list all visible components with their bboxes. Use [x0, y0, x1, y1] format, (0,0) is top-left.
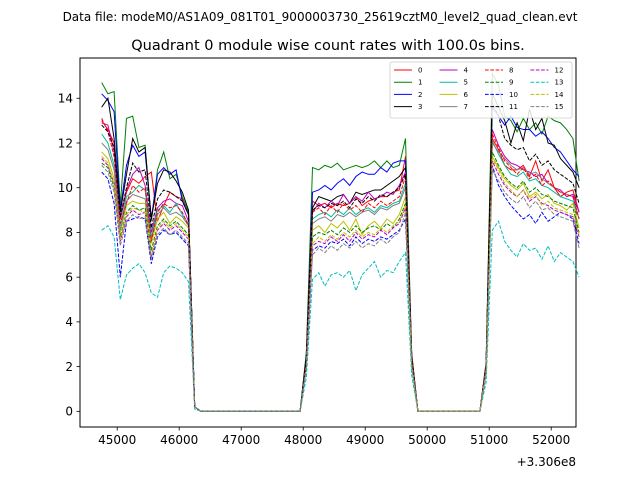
series-line-5: [101, 133, 580, 412]
legend-label-2: 2: [418, 91, 422, 99]
series-line-8: [101, 118, 580, 412]
series-4: [101, 122, 580, 412]
series-line-6: [101, 151, 580, 412]
legend-label-14: 14: [555, 91, 564, 99]
legend-label-3: 3: [418, 103, 422, 111]
y-tick-label: 12: [58, 136, 73, 150]
series-13: [101, 220, 580, 412]
legend-label-0: 0: [418, 67, 422, 75]
legend-label-12: 12: [555, 67, 564, 75]
legend-label-1: 1: [418, 79, 422, 87]
chart-title: Quadrant 0 module wise count rates with …: [131, 38, 525, 54]
x-tick-label: 47000: [222, 433, 260, 447]
series-15: [101, 165, 580, 412]
series-line-13: [101, 220, 580, 412]
legend-label-15: 15: [555, 103, 564, 111]
series-line-15: [101, 165, 580, 412]
legend-box: [389, 61, 573, 119]
legend-label-9: 9: [509, 79, 513, 87]
series-line-7: [101, 141, 580, 412]
y-tick-label: 6: [65, 270, 73, 284]
axes-layer: 45000 46000 47000 48000 49000 50000 51000 52000…: [58, 92, 571, 447]
series-14: [101, 156, 580, 412]
y-tick-label: 0: [65, 405, 73, 419]
legend-label-11: 11: [509, 103, 518, 111]
x-tick-label: 52000: [532, 433, 570, 447]
y-tick-label: 2: [65, 360, 73, 374]
x-tick-label: 51000: [470, 433, 508, 447]
series-10: [101, 165, 580, 412]
series-line-14: [101, 156, 580, 412]
series-8: [101, 118, 580, 412]
legend-label-7: 7: [464, 103, 468, 111]
series-line-11: [101, 102, 580, 412]
series-line-4: [101, 122, 580, 412]
legend-label-6: 6: [464, 91, 469, 99]
x-tick-label: 49000: [346, 433, 384, 447]
series-line-0: [101, 120, 580, 412]
x-tick-label: 48000: [284, 433, 322, 447]
series-line-9: [101, 151, 580, 412]
legend-label-10: 10: [509, 91, 518, 99]
x-tick-label: 46000: [160, 433, 198, 447]
x-tick-label: 50000: [408, 433, 446, 447]
series-11: [101, 102, 580, 412]
plot-area: [79, 57, 577, 428]
series-6: [101, 151, 580, 412]
y-tick-label: 8: [65, 226, 73, 240]
legend-label-13: 13: [555, 79, 564, 87]
series-9: [101, 151, 580, 412]
x-axis-offset-label: +3.306e8: [517, 455, 576, 469]
series-12: [101, 158, 580, 412]
legend-label-8: 8: [509, 67, 513, 75]
series-5: [101, 133, 580, 412]
y-tick-label: 10: [58, 181, 73, 195]
series-7: [101, 141, 580, 412]
x-tick-label: 45000: [98, 433, 136, 447]
series-line-12: [101, 158, 580, 412]
legend-label-4: 4: [464, 67, 469, 75]
chart-suptitle: Data file: modeM0/AS1A09_081T01_90000037…: [63, 10, 578, 24]
y-tick-label: 14: [58, 92, 73, 106]
series-line-10: [101, 165, 580, 412]
y-tick-label: 4: [65, 315, 73, 329]
legend-label-5: 5: [464, 79, 468, 87]
series-0: [101, 120, 580, 412]
